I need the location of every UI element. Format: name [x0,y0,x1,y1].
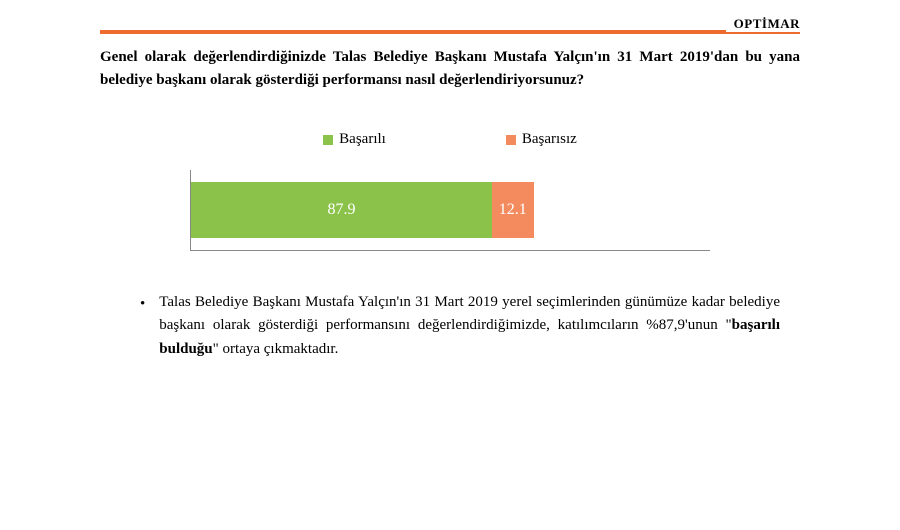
bar-row: 87.9 12.1 [191,182,534,238]
legend-label-success: Başarılı [339,131,386,148]
bar-segment-fail: 12.1 [492,182,533,238]
bar-value-fail: 12.1 [499,201,527,219]
chart-container: Başarılı Başarısız 87.9 12.1 [190,131,710,251]
chart-legend: Başarılı Başarısız [190,131,710,148]
header-rule [100,30,800,34]
legend-item-success: Başarılı [323,131,386,148]
legend-item-fail: Başarısız [506,131,577,148]
legend-swatch-success [323,135,333,145]
legend-swatch-fail [506,135,516,145]
summary-block: • Talas Belediye Başkanı Mustafa Yalçın'… [140,291,780,361]
bar-value-success: 87.9 [328,201,356,219]
summary-bullet: • Talas Belediye Başkanı Mustafa Yalçın'… [140,291,780,361]
bar-segment-success: 87.9 [191,182,492,238]
brand-label: OPTİMAR [726,16,800,32]
survey-question: Genel olarak değerlendirdiğinizde Talas … [100,46,800,91]
bullet-marker-icon: • [140,291,145,361]
x-axis-line [190,250,710,251]
summary-pre: Talas Belediye Başkanı Mustafa Yalçın'ın… [159,294,780,333]
summary-post: " ortaya çıkmaktadır. [213,341,339,357]
bar-track: 87.9 12.1 [190,170,710,250]
legend-label-fail: Başarısız [522,131,577,148]
summary-text: Talas Belediye Başkanı Mustafa Yalçın'ın… [159,291,780,361]
